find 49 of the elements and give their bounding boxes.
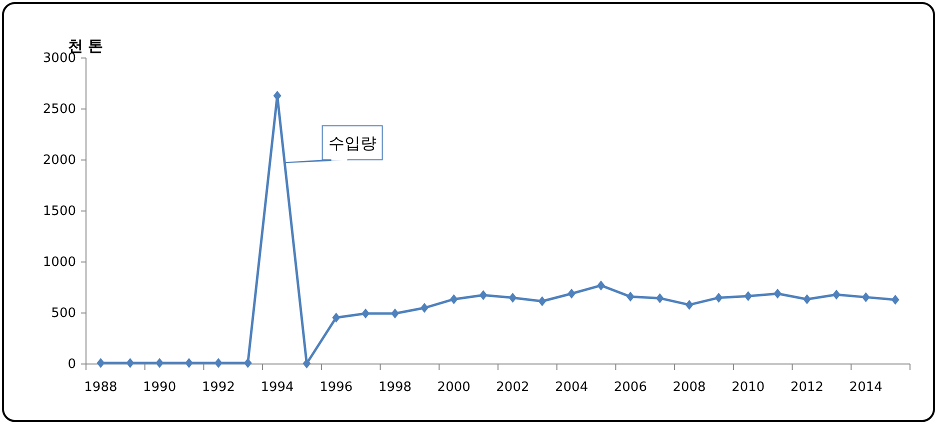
point: [332, 312, 340, 323]
y-axis-title: 천 톤: [68, 37, 104, 55]
point: [450, 294, 458, 304]
point: [362, 308, 370, 319]
y-tick-label: 2500: [42, 102, 76, 117]
x-tick-label: 1988: [84, 380, 118, 395]
text: 수입량: [328, 134, 376, 153]
x-tick-label: 1990: [143, 380, 176, 395]
point: [568, 288, 576, 299]
point: [185, 358, 193, 368]
point: [538, 296, 546, 306]
point: [479, 290, 488, 300]
point: [244, 358, 252, 368]
point: [302, 358, 311, 368]
point: [420, 302, 428, 313]
y-tick-label: 500: [51, 306, 76, 321]
point: [685, 300, 694, 310]
y-tick-label: 1500: [42, 204, 76, 219]
x-tick-label: 1994: [260, 380, 294, 395]
point: [597, 280, 605, 290]
x-tick-label: 1992: [202, 380, 235, 395]
point: [391, 308, 399, 319]
x-tick-label: 2010: [732, 380, 765, 395]
point: [126, 358, 134, 368]
point: [508, 292, 517, 303]
y-tick-label: 0: [68, 357, 76, 372]
y-tick-label: 1000: [42, 255, 76, 270]
point: [803, 294, 811, 304]
point: [891, 294, 900, 305]
x-tick-label: 1998: [378, 380, 412, 395]
x-tick-label: 2000: [437, 380, 470, 395]
x-tick-label: 2014: [849, 380, 882, 395]
point: [774, 288, 782, 299]
point: [744, 291, 752, 302]
point: [862, 292, 870, 302]
x-tick-label: 2002: [496, 380, 530, 395]
point: [626, 292, 634, 302]
point: [714, 292, 723, 303]
x-tick-label: 2006: [614, 380, 647, 395]
y-tick-label: 2000: [42, 153, 76, 168]
point: [214, 358, 222, 368]
x-tick-label: 2004: [555, 380, 588, 395]
point: [832, 290, 840, 300]
point: [96, 358, 105, 368]
x-tick-label: 1996: [320, 380, 353, 395]
point: [656, 293, 664, 304]
x-tick-label: 2008: [672, 380, 706, 395]
x-tick-label: 2012: [790, 380, 824, 395]
point: [156, 358, 164, 368]
